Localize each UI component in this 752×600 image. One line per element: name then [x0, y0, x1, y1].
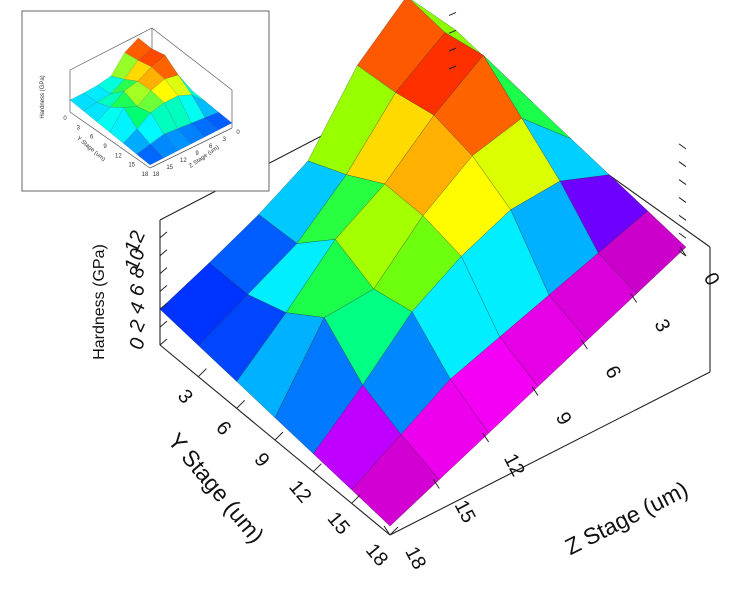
inset-z-stage-tick-4: 12 — [180, 158, 187, 164]
inset-z-stage-tick-3: 9 — [195, 151, 199, 157]
inset-surface-patch-5-0 — [136, 144, 164, 166]
z-stage-tick-mark-6 — [383, 525, 391, 536]
inset-y-stage-tick-1: 3 — [77, 125, 81, 131]
y-stage-tick-label-3: 12 — [284, 476, 315, 507]
z-tick-mark-1 — [159, 320, 168, 328]
inset-y-stage-tick-2: 6 — [90, 135, 94, 141]
z-right-tick-5 — [678, 161, 687, 168]
y-stage-tick-mark-0 — [197, 368, 207, 378]
y-stage-tick-label-5: 18 — [361, 540, 392, 571]
z-tick-mark-3 — [159, 285, 168, 292]
inset-y-stage-tick-6: 18 — [142, 172, 149, 178]
y-stage-tick-label-2: 9 — [250, 449, 274, 472]
surface-patch-5-0 — [351, 434, 440, 527]
y-stage-tick-mark-4 — [351, 494, 361, 504]
z-tick-mark-6 — [159, 231, 168, 239]
z-tick-mark-4 — [159, 267, 168, 274]
z-back-tick-2 — [448, 29, 457, 34]
y-stage-tick-label-1: 6 — [211, 417, 235, 440]
inset-z-stage-tick-0: 0 — [236, 130, 240, 136]
inset-y-stage-tick-5: 15 — [128, 163, 135, 169]
z-right-tick-1 — [678, 232, 687, 239]
z-tick-label-3: 6 — [125, 280, 150, 299]
inset-y-stage-tick-3: 9 — [103, 144, 107, 150]
inset-z-axis-title: Hardness (GPa) — [40, 75, 46, 118]
z-tick-mark-5 — [159, 249, 168, 257]
z-right-tick-6 — [678, 143, 687, 150]
y-stage-tick-mark-1 — [236, 399, 246, 409]
y-stage-tick-label-0: 3 — [173, 385, 197, 408]
z-back-tick-1 — [448, 47, 457, 52]
z-tick-label-1: 2 — [125, 316, 150, 335]
z-tick-label-2: 4 — [125, 298, 150, 317]
y-stage-tick-mark-3 — [312, 463, 322, 473]
z-stage-tick-mark-5 — [432, 479, 440, 489]
z-axis-title: Hardness (GPa) — [91, 244, 108, 360]
z-tick-label-0: 0 — [125, 334, 150, 353]
z-back-tick-0 — [448, 65, 457, 70]
z-stage-tick-mark-0 — [679, 246, 687, 257]
inset-z-stage-tick-1: 3 — [223, 137, 227, 143]
y-stage-tick-mark-5 — [389, 526, 399, 536]
inset-z-stage-tick-6: 18 — [153, 172, 160, 178]
y-stage-axis-title: Y Stage (um) — [163, 428, 270, 548]
z-right-tick-4 — [678, 179, 687, 185]
inset-axis-ticks: 0 3 6 9 12 15 18 0 3 6 9 12 15 18 — [63, 116, 240, 178]
z-stage-tick-label-4: 12 — [499, 450, 529, 480]
hardness-surface — [159, 0, 687, 527]
z-right-tick-2 — [678, 214, 687, 221]
z-stage-tick-label-0: 0 — [699, 269, 724, 289]
z-back-tick-3 — [448, 11, 457, 16]
z-stage-tick-mark-2 — [580, 339, 588, 350]
z-stage-tick-label-5: 15 — [450, 497, 480, 527]
z-stage-tick-mark-3 — [531, 386, 539, 396]
inset-frame — [69, 27, 233, 128]
z-stage-tick-label-2: 6 — [600, 362, 625, 382]
inset-surface — [69, 37, 233, 166]
z-stage-tick-label-1: 3 — [650, 316, 675, 336]
z-tick-label-6: 12 — [121, 227, 150, 256]
inset-z-stage-tick-2: 6 — [209, 144, 213, 150]
z-stage-tick-label-3: 9 — [551, 409, 576, 429]
z-tick-mark-0 — [159, 338, 168, 346]
y-stage-tick-label-4: 15 — [323, 508, 354, 539]
z-stage-tick-mark-4 — [482, 432, 490, 443]
z-right-tick-3 — [678, 197, 687, 203]
z-stage-axis-title: Z Stage (um) — [561, 476, 692, 560]
y-stage-tick-mark-2 — [274, 431, 284, 441]
z-right-tick-0 — [678, 250, 687, 257]
inset-y-stage-tick-4: 12 — [115, 153, 122, 159]
z-stage-tick-label-6: 18 — [400, 543, 430, 573]
inset-front-lines — [69, 111, 233, 169]
inset-y-stage-tick-0: 0 — [63, 116, 67, 122]
inset-z-stage-tick-5: 15 — [166, 165, 173, 171]
z-stage-tick-mark-1 — [630, 293, 638, 303]
z-tick-mark-2 — [159, 302, 168, 310]
